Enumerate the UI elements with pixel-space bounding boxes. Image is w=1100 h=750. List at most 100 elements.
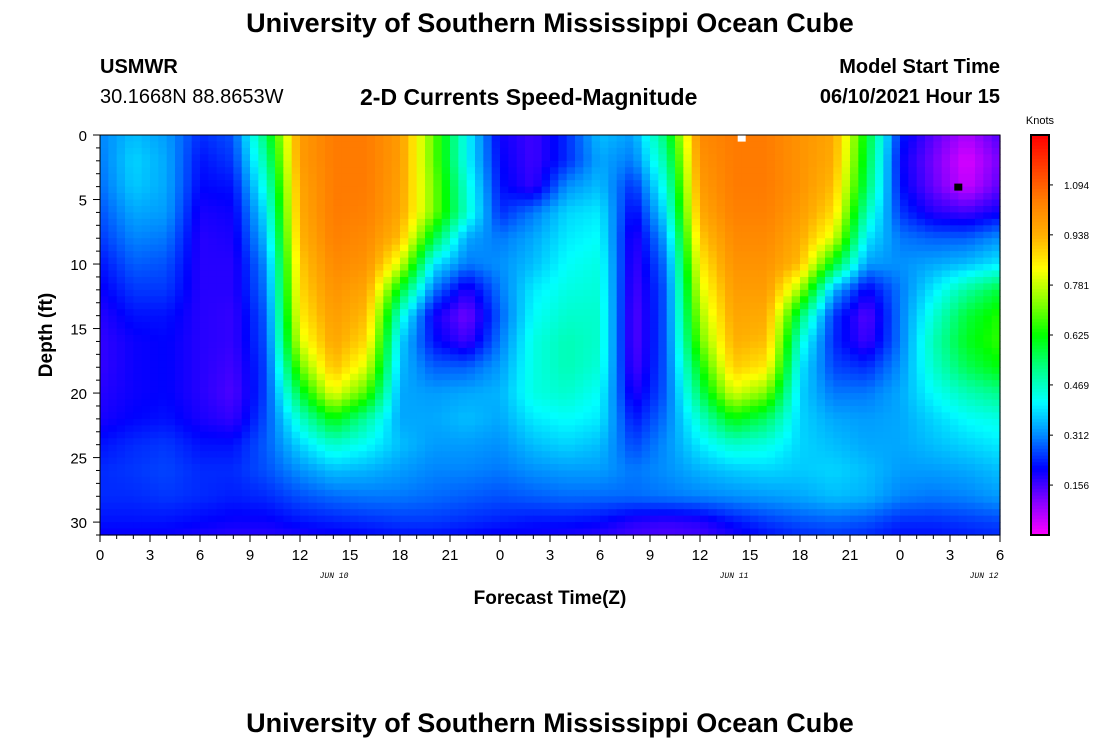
heatmap-cell <box>866 231 876 239</box>
heatmap-cell <box>733 354 743 362</box>
heatmap-cell <box>733 218 743 226</box>
heatmap-cell <box>775 315 784 323</box>
heatmap-cell <box>241 199 251 207</box>
heatmap-cell <box>641 347 651 355</box>
heatmap-cell <box>233 418 243 426</box>
heatmap-cell <box>216 399 226 407</box>
heatmap-cell <box>958 186 968 194</box>
heatmap-cell <box>408 335 418 343</box>
heatmap-cell <box>925 193 934 201</box>
heatmap-cell <box>600 160 609 168</box>
heatmap-cell <box>958 373 968 381</box>
heatmap-cell <box>166 354 176 362</box>
heatmap-cell <box>683 296 693 304</box>
heatmap-cell <box>825 180 834 188</box>
heatmap-cell <box>725 347 734 355</box>
heatmap-cell <box>383 283 393 291</box>
heatmap-cell <box>133 393 143 401</box>
heatmap-cell <box>266 431 276 439</box>
heatmap-cell <box>425 225 434 233</box>
heatmap-cell <box>216 218 226 226</box>
heatmap-cell <box>483 212 493 220</box>
heatmap-cell <box>775 296 784 304</box>
heatmap-cell <box>791 276 801 284</box>
heatmap-cell <box>233 367 243 375</box>
heatmap-cell <box>925 147 934 155</box>
heatmap-cell <box>941 335 951 343</box>
heatmap-cell <box>516 154 526 162</box>
heatmap-cell <box>558 302 568 310</box>
heatmap-cell <box>491 225 501 233</box>
heatmap-cell <box>808 341 818 349</box>
heatmap-cell <box>208 373 218 381</box>
heatmap-cell <box>208 335 218 343</box>
heatmap-cell <box>633 257 643 265</box>
heatmap-cell <box>633 160 643 168</box>
heatmap-cell <box>700 180 709 188</box>
heatmap-cell <box>391 212 401 220</box>
heatmap-cell <box>950 193 959 201</box>
heatmap-cell <box>983 412 993 420</box>
heatmap-cell <box>300 380 309 388</box>
heatmap-cell <box>958 322 968 330</box>
heatmap-cell <box>141 380 151 388</box>
heatmap-cell <box>341 386 351 394</box>
heatmap-cell <box>291 199 301 207</box>
heatmap-cell <box>633 193 643 201</box>
heatmap-cell <box>400 418 409 426</box>
heatmap-cell <box>933 322 943 330</box>
heatmap-cell <box>500 135 509 143</box>
heatmap-cell <box>766 425 776 433</box>
heatmap-cell <box>725 380 734 388</box>
heatmap-cell <box>850 154 859 162</box>
heatmap-cell <box>983 367 993 375</box>
heatmap-cell <box>975 160 984 168</box>
heatmap-cell <box>625 341 634 349</box>
heatmap-cell <box>558 160 568 168</box>
heatmap-cell <box>275 283 284 291</box>
heatmap-cell <box>166 418 176 426</box>
heatmap-cell <box>808 354 818 362</box>
heatmap-cell <box>458 193 468 201</box>
heatmap-cell <box>566 251 576 259</box>
heatmap-cell <box>608 386 618 394</box>
heatmap-cell <box>791 212 801 220</box>
heatmap-cell <box>958 270 968 278</box>
heatmap-cell <box>975 212 984 220</box>
heatmap-cell <box>125 135 134 143</box>
heatmap-cell <box>716 399 726 407</box>
heatmap-cell <box>158 315 168 323</box>
heatmap-cell <box>491 322 501 330</box>
heatmap-cell <box>666 270 676 278</box>
heatmap-cell <box>433 270 443 278</box>
heatmap-cell <box>183 431 193 439</box>
heatmap-cell <box>233 257 243 265</box>
heatmap-cell <box>250 347 259 355</box>
heatmap-cell <box>958 393 968 401</box>
heatmap-cell <box>500 225 509 233</box>
heatmap-cell <box>108 315 118 323</box>
heatmap-cell <box>891 405 901 414</box>
heatmap-cell <box>691 173 701 181</box>
heatmap-cell <box>725 328 734 336</box>
heatmap-cell <box>375 167 384 175</box>
heatmap-cell <box>833 167 843 175</box>
heatmap-cell <box>116 309 126 317</box>
heatmap-cell <box>816 367 826 375</box>
heatmap-cell <box>141 147 151 155</box>
heatmap-cell <box>900 276 909 284</box>
heatmap-cell <box>525 399 534 407</box>
heatmap-cell <box>500 373 509 381</box>
heatmap-cell <box>850 218 859 226</box>
heatmap-cell <box>508 283 518 291</box>
heatmap-cell <box>308 328 318 336</box>
heatmap-cell <box>266 373 276 381</box>
heatmap-cell <box>441 218 451 226</box>
heatmap-cell <box>383 393 393 401</box>
heatmap-cell <box>783 135 793 143</box>
heatmap-cell <box>475 257 484 265</box>
heatmap-cell <box>458 315 468 323</box>
heatmap-cell <box>958 154 968 162</box>
heatmap-cell <box>183 244 193 252</box>
heatmap-cell <box>775 218 784 226</box>
